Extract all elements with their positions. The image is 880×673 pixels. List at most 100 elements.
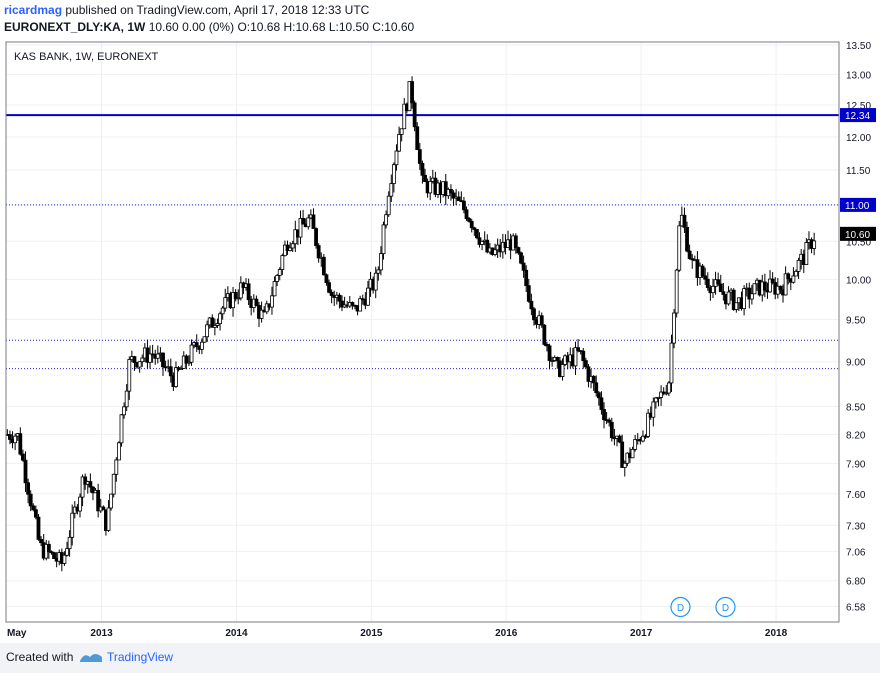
y-tick-label: 7.06: [846, 547, 866, 558]
candle-body: [607, 419, 612, 423]
candle-body: [705, 278, 710, 288]
candle-body: [119, 414, 124, 444]
created-with-text: Created with: [6, 650, 74, 664]
plot-border: [5, 41, 840, 623]
candle-body: [625, 452, 630, 464]
candle-body: [794, 270, 798, 277]
price-label-box: [840, 108, 876, 123]
candle-body: [622, 462, 627, 468]
price-series: [5, 76, 817, 572]
candle-body: [218, 313, 222, 324]
candle-body: [711, 285, 715, 294]
symbol-line: EURONEXT_DLY:KA, 1W 10.60 0.00 (0%) O:10…: [4, 19, 414, 35]
y-tick-label: 13.50: [846, 41, 871, 52]
candle-body: [184, 355, 189, 364]
y-tick-label: 9.50: [846, 315, 866, 326]
candle-body: [521, 262, 526, 271]
candle-body: [641, 435, 645, 442]
y-tick-label: 9.00: [846, 358, 866, 369]
candle-body: [327, 282, 331, 293]
x-tick-label: 2018: [765, 628, 788, 639]
candle-body: [791, 275, 796, 283]
candle-body: [329, 291, 334, 296]
candle-body: [109, 493, 114, 509]
x-tick-label: 2013: [90, 628, 113, 639]
candle-body: [602, 409, 606, 421]
candle-body: [78, 496, 82, 512]
candle-body: [140, 357, 145, 363]
symbol-change: 10.60 0.00 (0%): [148, 20, 235, 34]
symbol-ohlc: O:10.68 H:10.68 L:10.50 C:10.60: [237, 20, 415, 34]
candle-body: [547, 345, 552, 361]
candle-body: [656, 397, 661, 399]
candle-body: [796, 259, 801, 272]
candle-body: [31, 505, 36, 511]
candle-body: [220, 307, 225, 315]
candle-body: [786, 273, 791, 280]
candle-body: [21, 453, 25, 461]
symbol-ticker: EURONEXT_DLY:KA, 1W: [4, 20, 146, 34]
candle-body: [202, 336, 207, 343]
candle-body: [410, 81, 414, 104]
candle-body: [18, 433, 23, 455]
candle-body: [88, 481, 93, 488]
candle-body: [264, 303, 269, 313]
candle-body: [620, 441, 625, 468]
candle-body: [316, 245, 321, 259]
candle-body: [65, 548, 69, 556]
candle-body: [586, 366, 591, 382]
candle-body: [215, 323, 220, 326]
candle-body: [376, 269, 381, 274]
candle-body: [270, 295, 274, 308]
publisher-line: ricardmag published on TradingView.com, …: [4, 2, 369, 18]
candle-body: [127, 359, 132, 392]
candle-body: [324, 274, 329, 284]
candle-body: [394, 150, 399, 166]
candle-body: [340, 300, 344, 308]
candle-body: [493, 249, 497, 255]
y-tick-label: 13.00: [846, 70, 871, 81]
candle-body: [443, 181, 448, 197]
candle-body: [469, 220, 474, 229]
candle-body: [685, 226, 689, 252]
candle-body: [734, 302, 739, 310]
candle-body: [301, 217, 305, 225]
candle-body: [664, 392, 669, 395]
candle-body: [389, 183, 394, 197]
candle-body: [415, 126, 420, 151]
candle-body: [682, 214, 687, 228]
candle-body: [749, 293, 754, 300]
candle-body: [70, 512, 75, 538]
candle-body: [179, 368, 184, 371]
candle-body: [106, 507, 111, 531]
candle-body: [83, 476, 88, 485]
tradingview-logo-icon[interactable]: [78, 648, 104, 666]
candle-body: [596, 392, 601, 399]
candle-body: [194, 342, 199, 348]
candle-body: [397, 134, 401, 152]
candle-body: [542, 324, 547, 345]
candle-body: [778, 285, 783, 291]
candle-body: [581, 350, 586, 361]
candle-body: [46, 543, 51, 553]
candle-body: [472, 227, 477, 230]
x-tick-label: 2017: [630, 628, 653, 639]
candle-body: [783, 273, 788, 296]
candle-body: [124, 390, 129, 408]
candle-body: [321, 256, 326, 276]
candle-body: [39, 538, 43, 544]
publisher-username[interactable]: ricardmag: [4, 3, 63, 17]
candle-body: [80, 476, 85, 498]
candle-body: [379, 253, 383, 271]
candle-body: [399, 128, 404, 135]
candle-body: [532, 308, 536, 321]
dividend-marker: [670, 596, 691, 618]
last-price-box: [840, 226, 876, 241]
tradingview-brand-link[interactable]: TradingView: [107, 650, 174, 664]
candle-body: [33, 509, 38, 518]
price-chart[interactable]: 13.50 13.00 12.50 12.00 11.50 11.00 10.50 10.00…: [0, 0, 880, 643]
candle-body: [350, 302, 355, 306]
candle-body: [275, 275, 280, 282]
candle-body: [386, 195, 391, 216]
